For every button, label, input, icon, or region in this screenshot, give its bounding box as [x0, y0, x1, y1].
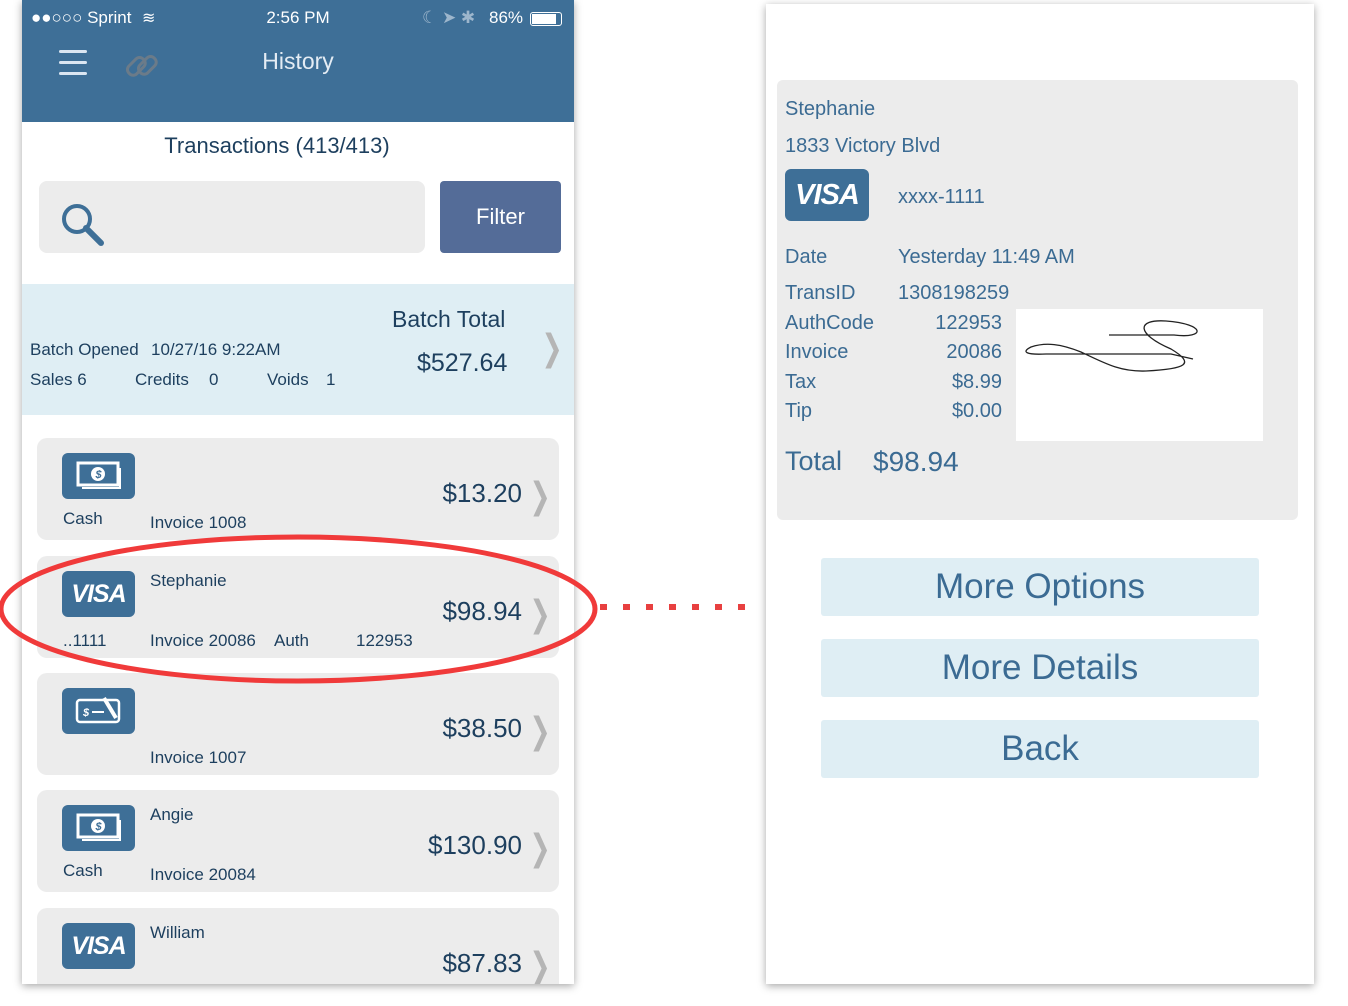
voids-label: Voids — [267, 370, 309, 389]
transactions-title: Transactions (413/413) — [164, 133, 390, 158]
search-input[interactable] — [39, 181, 425, 253]
transid-value: 1308198259 — [898, 282, 1010, 304]
more-options-button[interactable]: More Options — [821, 558, 1259, 616]
batch-opened-label: Batch Opened — [30, 340, 139, 359]
hamburger-icon[interactable] — [59, 50, 87, 75]
visa-icon: VISA — [62, 571, 135, 617]
amount: $98.94 — [442, 596, 522, 626]
customer-address: 1833 Victory Blvd — [785, 135, 941, 157]
back-button[interactable]: Back — [821, 720, 1259, 778]
nav-header: ●●○○○ Sprint ≋ 2:56 PM ☾ ➤ ✱ 86% History — [22, 0, 574, 122]
customer-name: Stephanie — [785, 98, 876, 120]
chevron-right-icon: ❯ — [529, 476, 551, 517]
svg-text:$: $ — [94, 469, 102, 481]
search-icon — [62, 204, 104, 246]
invoice: Invoice 20084 — [150, 865, 256, 884]
batch-total-label: Batch Total — [392, 306, 506, 332]
tip-label: Tip — [785, 400, 813, 422]
svg-text:$: $ — [94, 821, 102, 833]
voids-count: 1 — [326, 370, 336, 389]
credits-count: 0 — [209, 370, 219, 389]
chevron-right-icon: ❯ — [529, 828, 551, 869]
tip-value: $0.00 — [951, 400, 1002, 422]
total-value: $98.94 — [873, 446, 959, 477]
date-label: Date — [785, 246, 828, 268]
signature-image — [1016, 309, 1263, 441]
transaction-row[interactable]: $ Invoice 1007 $38.50 ❯ — [37, 673, 559, 775]
chevron-right-icon: ❯ — [541, 328, 563, 369]
page-title: History — [262, 48, 334, 74]
card-number: xxxx-1111 — [898, 186, 985, 208]
batch-opened-value: 10/27/16 9:22AM — [151, 340, 281, 359]
card-last-four: ..1111 — [63, 631, 107, 650]
check-icon: $ — [62, 688, 135, 734]
link-icon[interactable] — [122, 46, 162, 86]
transaction-row[interactable]: $ Cash Invoice 1008 $13.20 ❯ — [37, 438, 559, 540]
invoice-label: Invoice — [785, 341, 849, 363]
customer-name: William — [150, 923, 205, 942]
amount: $38.50 — [442, 713, 522, 743]
moon-location-bluetooth-icons: ☾ ➤ ✱ — [422, 8, 476, 27]
carrier: ●●○○○ Sprint — [31, 8, 132, 27]
tax-label: Tax — [785, 371, 817, 393]
invoice: Invoice 1007 — [150, 748, 247, 767]
chevron-right-icon: ❯ — [529, 946, 551, 984]
battery-icon — [530, 12, 562, 26]
transaction-detail-screen: Stephanie 1833 Victory Blvd VISA xxxx-11… — [766, 4, 1314, 984]
cash-icon: $ — [62, 453, 135, 499]
svg-text:$: $ — [82, 707, 90, 719]
invoice-value: 20086 — [946, 341, 1002, 363]
invoice: Invoice 20086 — [150, 631, 256, 650]
customer-name: Stephanie — [150, 571, 227, 590]
receipt-card: Stephanie 1833 Victory Blvd VISA xxxx-11… — [777, 80, 1298, 520]
invoice: Invoice 1008 — [150, 513, 247, 532]
clock: 2:56 PM — [266, 8, 330, 27]
authcode-label: AuthCode — [785, 312, 874, 334]
auth-label: Auth — [274, 631, 309, 650]
wifi-icon: ≋ — [142, 10, 156, 27]
transid-label: TransID — [785, 282, 856, 304]
visa-icon: VISA — [785, 169, 869, 221]
transaction-row[interactable]: $ Angie Cash Invoice 20084 $130.90 ❯ — [37, 790, 559, 892]
amount: $87.83 — [442, 948, 522, 978]
sales-count: Sales 6 — [30, 370, 87, 389]
amount: $130.90 — [428, 830, 522, 860]
auth-code: 122953 — [356, 631, 413, 650]
cash-icon: $ — [62, 805, 135, 851]
transaction-row[interactable]: VISA William $87.83 ❯ — [37, 908, 559, 984]
history-screen: ●●○○○ Sprint ≋ 2:56 PM ☾ ➤ ✱ 86% History… — [22, 0, 574, 984]
amount: $13.20 — [442, 478, 522, 508]
transaction-row-selected[interactable]: VISA Stephanie ..1111 Invoice 20086 Auth… — [37, 556, 559, 658]
payment-type: Cash — [63, 861, 103, 880]
battery-percent: 86% — [489, 8, 524, 27]
chevron-right-icon: ❯ — [529, 711, 551, 752]
authcode-value: 122953 — [935, 312, 1002, 334]
total-label: Total — [785, 446, 843, 476]
chevron-right-icon: ❯ — [529, 594, 551, 635]
visa-icon: VISA — [62, 923, 135, 969]
payment-type: Cash — [63, 509, 103, 528]
more-details-button[interactable]: More Details — [821, 639, 1259, 697]
date-value: Yesterday 11:49 AM — [898, 246, 1075, 268]
credits-label: Credits — [135, 370, 189, 389]
batch-total-value: $527.64 — [417, 349, 508, 377]
filter-button[interactable]: Filter — [440, 181, 561, 253]
tax-value: $8.99 — [951, 371, 1002, 393]
batch-summary[interactable]: Batch Opened 10/27/16 9:22AM Sales 6 Cre… — [22, 284, 574, 415]
customer-name: Angie — [150, 805, 194, 824]
